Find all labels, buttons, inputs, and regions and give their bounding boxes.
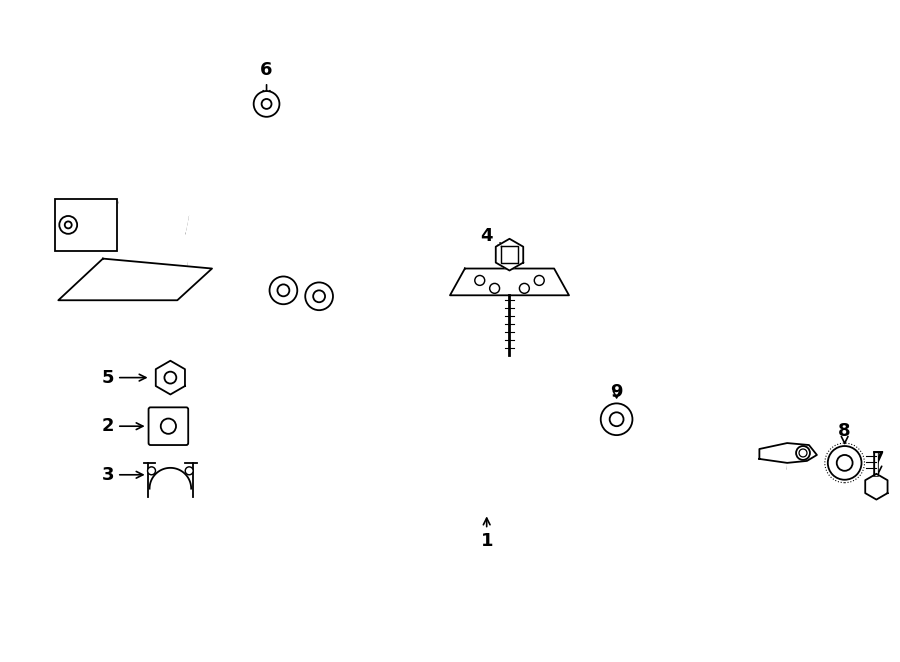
Polygon shape <box>865 474 887 500</box>
Circle shape <box>609 412 624 426</box>
Circle shape <box>148 467 156 475</box>
Circle shape <box>305 283 333 310</box>
Circle shape <box>796 446 810 460</box>
Circle shape <box>269 277 297 305</box>
Text: 7: 7 <box>872 450 885 474</box>
Text: 1: 1 <box>481 518 493 550</box>
Text: 9: 9 <box>610 383 623 401</box>
Polygon shape <box>760 443 817 463</box>
FancyBboxPatch shape <box>148 407 188 445</box>
Circle shape <box>519 283 529 293</box>
Circle shape <box>65 221 72 228</box>
Text: 3: 3 <box>102 466 143 484</box>
Polygon shape <box>496 239 523 271</box>
Text: 6: 6 <box>260 61 273 97</box>
Circle shape <box>185 467 193 475</box>
Polygon shape <box>58 259 212 301</box>
Circle shape <box>535 275 544 285</box>
Polygon shape <box>450 269 569 295</box>
Circle shape <box>600 403 633 435</box>
Ellipse shape <box>161 418 176 434</box>
Polygon shape <box>156 361 185 395</box>
Circle shape <box>475 275 485 285</box>
Circle shape <box>254 91 279 117</box>
Circle shape <box>799 449 807 457</box>
Circle shape <box>277 285 290 297</box>
FancyBboxPatch shape <box>55 199 117 251</box>
Circle shape <box>165 371 176 383</box>
Circle shape <box>490 283 500 293</box>
Text: 2: 2 <box>102 417 143 435</box>
Circle shape <box>828 446 861 480</box>
Circle shape <box>262 99 272 109</box>
Circle shape <box>59 216 77 234</box>
Circle shape <box>837 455 852 471</box>
Text: 4: 4 <box>481 227 503 250</box>
Text: 8: 8 <box>838 422 851 444</box>
Circle shape <box>313 291 325 303</box>
Text: 5: 5 <box>102 369 146 387</box>
